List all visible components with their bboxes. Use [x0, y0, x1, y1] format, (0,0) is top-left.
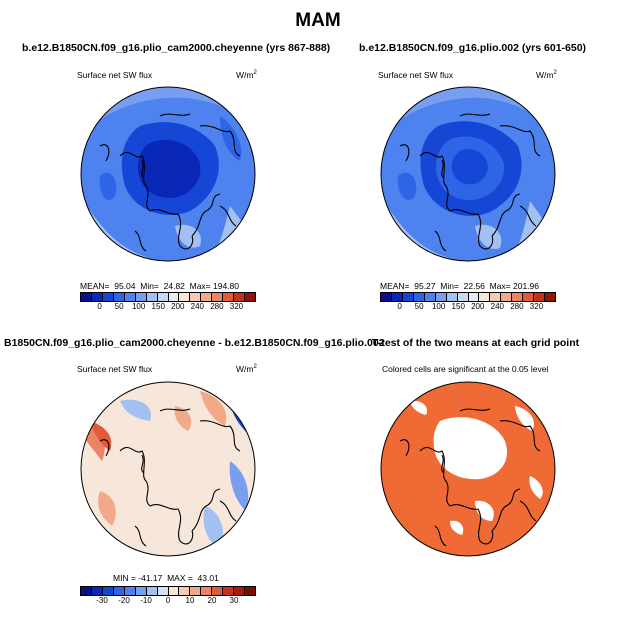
- panel2-colorbar-swatches: [380, 292, 556, 302]
- colorbar-swatch: [512, 293, 524, 301]
- panel4-note: Colored cells are significant at the 0.0…: [382, 364, 549, 374]
- colorbar-tick-label: 150: [451, 302, 465, 311]
- colorbar-swatch: [179, 293, 191, 301]
- colorbar-tick-label: -20: [118, 596, 130, 605]
- colorbar-swatch: [157, 293, 169, 301]
- colorbar-swatch: [81, 293, 92, 301]
- panel1-colorbar-swatches: [80, 292, 256, 302]
- panel2-stats: MEAN= 95.27 Min= 22.56 Max= 201.96: [380, 281, 539, 291]
- panel3-variable-label: Surface net SW flux: [77, 364, 153, 374]
- colorbar-tick-label: 30: [229, 596, 239, 605]
- colorbar-tick-label: 10: [185, 596, 195, 605]
- colorbar-swatch: [468, 293, 480, 301]
- panel2-colorbar-ticks: 0 50 100 150 200 240 280 320: [380, 302, 556, 313]
- panel3-units-label: W/m2: [236, 364, 257, 374]
- colorbar-swatch: [490, 293, 502, 301]
- colorbar-tick-label: 100: [131, 302, 146, 311]
- colorbar-swatch: [435, 293, 447, 301]
- colorbar-swatch: [212, 293, 224, 301]
- main-title: MAM: [295, 10, 341, 31]
- panel1-units-label: W/m2: [236, 70, 257, 80]
- panel1-variable-label: Surface net SW flux: [77, 70, 153, 80]
- colorbar-swatch: [534, 293, 546, 301]
- colorbar-swatch: [457, 293, 469, 301]
- colorbar-swatch: [479, 293, 491, 301]
- colorbar-swatch: [102, 293, 114, 301]
- panel3-title: B1850CN.f09_g16.plio_cam2000.cheyenne - …: [4, 337, 385, 349]
- colorbar-swatch: [113, 587, 125, 595]
- colorbar-swatch: [391, 293, 403, 301]
- colorbar-tick-label: 0: [165, 596, 171, 605]
- panel4-polar-map: [380, 381, 556, 557]
- colorbar-swatch: [179, 587, 191, 595]
- colorbar-swatch: [190, 587, 202, 595]
- colorbar-swatch: [234, 293, 246, 301]
- colorbar-swatch: [157, 587, 169, 595]
- panel2-title: b.e12.B1850CN.f09_g16.plio.002 (yrs 601-…: [359, 42, 587, 54]
- colorbar-swatch: [146, 293, 158, 301]
- colorbar-swatch: [446, 293, 458, 301]
- colorbar-tick-label: 320: [529, 302, 544, 311]
- colorbar-swatch: [102, 587, 114, 595]
- colorbar-tick-label: 320: [229, 302, 244, 311]
- panel3-polar-map: [80, 381, 256, 557]
- colorbar-swatch: [91, 293, 103, 301]
- colorbar-swatch: [201, 293, 213, 301]
- panel3-stats: MIN = -41.17 MAX = 43.01: [113, 573, 219, 583]
- colorbar-swatch: [381, 293, 392, 301]
- panel3-colorbar: -30 -20 -10 0 10 20 30: [80, 586, 256, 607]
- colorbar-tick-label: 50: [414, 302, 424, 311]
- colorbar-tick-label: 280: [210, 302, 224, 311]
- colorbar-swatch: [402, 293, 414, 301]
- colorbar-swatch: [135, 293, 147, 301]
- colorbar-swatch: [245, 587, 255, 595]
- colorbar-swatch: [146, 587, 158, 595]
- colorbar-swatch: [413, 293, 425, 301]
- panel2-colorbar: 0 50 100 150 200 240 280 320: [380, 292, 556, 313]
- colorbar-tick-label: 240: [190, 302, 205, 311]
- colorbar-tick-label: 240: [490, 302, 505, 311]
- colorbar-tick-label: 50: [114, 302, 124, 311]
- panel4-title: T-test of the two means at each grid poi…: [372, 337, 580, 349]
- colorbar-swatch: [234, 587, 246, 595]
- colorbar-swatch: [545, 293, 555, 301]
- colorbar-swatch: [124, 293, 136, 301]
- colorbar-swatch: [201, 587, 213, 595]
- colorbar-swatch: [501, 293, 513, 301]
- colorbar-tick-label: 100: [431, 302, 446, 311]
- colorbar-swatch: [124, 587, 136, 595]
- colorbar-swatch: [190, 293, 202, 301]
- colorbar-tick-label: 20: [207, 596, 217, 605]
- colorbar-swatch: [81, 587, 92, 595]
- colorbar-swatch: [223, 587, 235, 595]
- colorbar-tick-label: 200: [171, 302, 185, 311]
- panel1-colorbar: 0 50 100 150 200 240 280 320: [80, 292, 256, 313]
- panel3-colorbar-swatches: [80, 586, 256, 596]
- colorbar-tick-label: 0: [97, 302, 102, 311]
- colorbar-tick-label: -10: [140, 596, 152, 605]
- colorbar-tick-label: -30: [96, 596, 108, 605]
- panel1-polar-map: [80, 86, 256, 262]
- colorbar-swatch: [168, 587, 180, 595]
- colorbar-tick-label: 150: [151, 302, 165, 311]
- colorbar-swatch: [245, 293, 255, 301]
- panel3-colorbar-ticks: -30 -20 -10 0 10 20 30: [80, 596, 256, 607]
- colorbar-tick-label: 280: [510, 302, 524, 311]
- colorbar-swatch: [212, 587, 224, 595]
- colorbar-swatch: [168, 293, 180, 301]
- panel1-stats: MEAN= 95.04 Min= 24.82 Max= 194.80: [80, 281, 239, 291]
- panel1-colorbar-ticks: 0 50 100 150 200 240 280 320: [80, 302, 256, 313]
- panel2-variable-label: Surface net SW flux: [378, 70, 454, 80]
- colorbar-swatch: [113, 293, 125, 301]
- colorbar-tick-label: 200: [471, 302, 485, 311]
- colorbar-swatch: [523, 293, 535, 301]
- colorbar-swatch: [91, 587, 103, 595]
- colorbar-swatch: [223, 293, 235, 301]
- colorbar-swatch: [424, 293, 436, 301]
- panel1-title: b.e12.B1850CN.f09_g16.plio_cam2000.cheye…: [22, 42, 331, 54]
- colorbar-tick-label: 0: [397, 302, 402, 311]
- colorbar-swatch: [135, 587, 147, 595]
- panel2-polar-map: [380, 86, 556, 262]
- panel2-units-label: W/m2: [536, 70, 557, 80]
